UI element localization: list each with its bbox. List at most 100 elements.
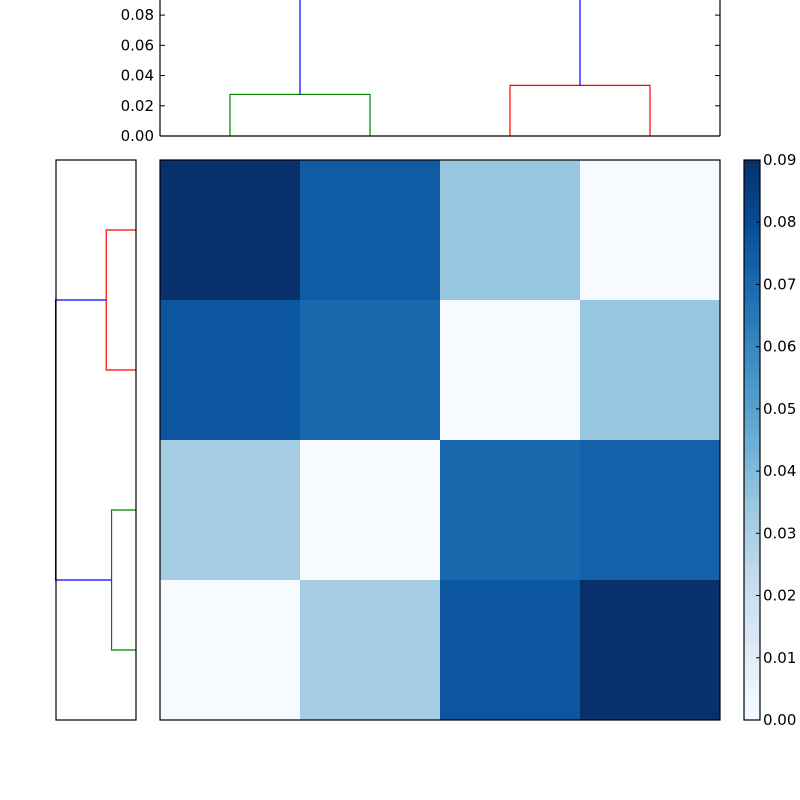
heatmap-cell-r0-c3 [580,160,721,301]
colorbar-segment [744,448,760,453]
colorbar-segment [744,628,760,633]
colorbar-segment [744,476,760,481]
colorbar-segment [744,184,760,189]
colorbar-segment [744,176,760,181]
top-dendrogram-ytick-label: 0.02 [121,97,154,115]
colorbar-segment [744,552,760,557]
colorbar-segment [744,588,760,593]
colorbar-segment [744,352,760,357]
colorbar-segment [744,536,760,541]
colorbar-segment [744,640,760,645]
heatmap-cell-r2-c0 [160,440,301,581]
colorbar-frame [743,159,761,721]
colorbar-segment [744,260,760,265]
colorbar-segment [744,548,760,553]
colorbar-segment [744,296,760,301]
colorbar-segment [744,624,760,629]
colorbar-segment [744,384,760,389]
colorbar-segment [744,700,760,705]
colorbar-tick-label: 0.00 [763,711,796,729]
colorbar-segment [744,292,760,297]
colorbar-segment [744,600,760,605]
colorbar-segment [744,716,760,721]
colorbar-segment [744,200,760,205]
colorbar-segment [744,424,760,429]
colorbar-segment [744,412,760,417]
colorbar-segment [744,684,760,689]
colorbar-segment [744,300,760,305]
heatmap-cell-r0-c2 [440,160,581,301]
colorbar-segment [744,524,760,529]
colorbar-segment [744,220,760,225]
colorbar-segment [744,324,760,329]
colorbar-segment [744,568,760,573]
colorbar-segment [744,172,760,177]
colorbar-segment [744,332,760,337]
colorbar-segment [744,204,760,209]
heatmap-cell-r0-c1 [300,160,441,301]
colorbar-segment [744,372,760,377]
colorbar-segment [744,224,760,229]
colorbar-segment [744,164,760,169]
colorbar-segment [744,348,760,353]
colorbar-segment [744,252,760,257]
colorbar-segment [744,560,760,565]
colorbar-segment [744,432,760,437]
left-dendrogram [54,159,137,721]
colorbar-segment [744,336,760,341]
colorbar-segment [744,632,760,637]
colorbar-segment [744,452,760,457]
colorbar-tick-label: 0.01 [763,649,796,667]
left-dendrogram-link-2 [54,299,112,581]
colorbar-segment [744,512,760,517]
colorbar-segment [744,280,760,285]
colorbar-segment [744,420,760,425]
colorbar-tick-label: 0.09 [763,151,796,169]
top-dendrogram-ytick-label: 0.06 [121,36,154,54]
colorbar-tick-label: 0.07 [763,275,796,293]
colorbar-segment [744,660,760,665]
colorbar-segment [744,416,760,421]
colorbar-segment [744,456,760,461]
colorbar-segment [744,544,760,549]
colorbar-segment [744,464,760,469]
colorbar-segment [744,492,760,497]
colorbar-segment [744,672,760,677]
colorbar-segment [744,360,760,365]
colorbar-segment [744,584,760,589]
heatmap-cell-r1-c0 [160,300,301,441]
colorbar-segment [744,652,760,657]
colorbar-tick-label: 0.02 [763,587,796,605]
colorbar-segment [744,712,760,717]
colorbar-segment [744,436,760,441]
colorbar-segment [744,316,760,321]
colorbar-segment [744,160,760,165]
colorbar-segment [744,680,760,685]
colorbar-segment [744,532,760,537]
heatmap-cell-r3-c2 [440,580,581,721]
colorbar-segment [744,288,760,293]
heatmap-cell-r3-c3 [580,580,721,721]
colorbar-segment [744,340,760,345]
left-dendrogram-frame [55,159,137,721]
colorbar-segment [744,308,760,313]
colorbar-segment [744,468,760,473]
colorbar-segment [744,408,760,413]
colorbar-segment [744,276,760,281]
heatmap-cell-r3-c1 [300,580,441,721]
colorbar-segment [744,388,760,393]
top-dendrogram-link-1 [509,84,651,136]
colorbar-segment [744,188,760,193]
colorbar-segment [744,516,760,521]
colorbar-segment [744,196,760,201]
colorbar-segment [744,396,760,401]
colorbar-segment [744,232,760,237]
colorbar-segment [744,708,760,713]
colorbar-segment [744,528,760,533]
colorbar-segment [744,240,760,245]
colorbar-segment [744,228,760,233]
colorbar-segment [744,484,760,489]
colorbar-segment [744,608,760,613]
colorbar-segment [744,264,760,269]
